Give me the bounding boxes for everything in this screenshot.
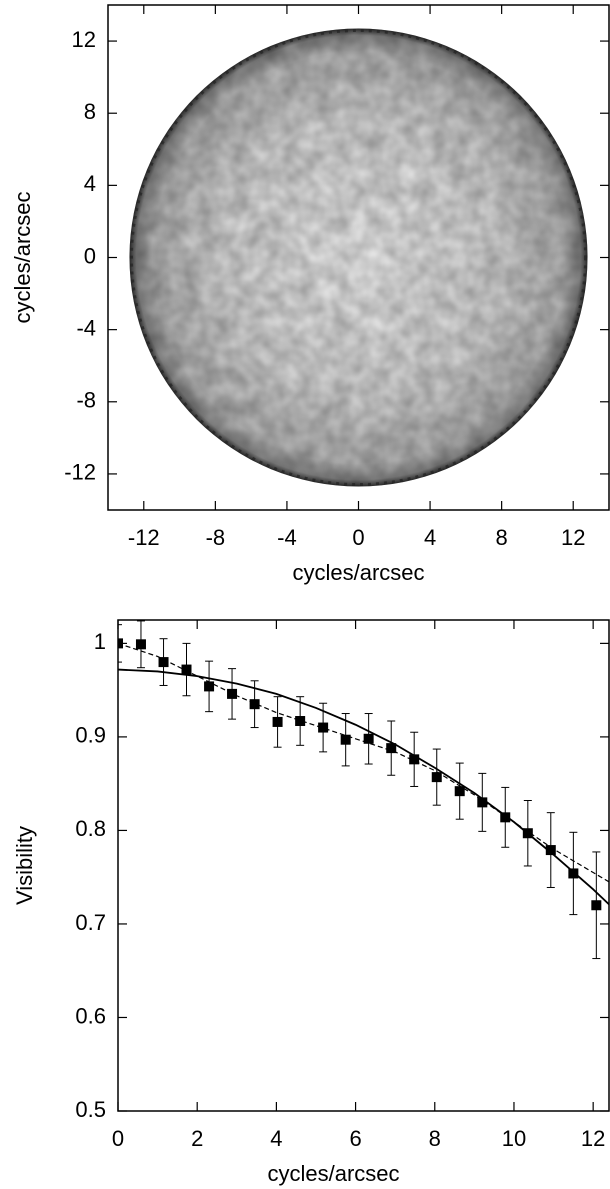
x-tick-label: -12	[128, 525, 160, 550]
panel: 0 2 4 6 8 10 12 0.5 0.6 0.7 0.8 0.9 1 cycles/arcsec Vi…	[12, 619, 610, 1186]
data-point	[409, 754, 420, 765]
uv-texture	[129, 28, 587, 486]
data-point	[295, 716, 306, 727]
x-tick-label: 10	[502, 1126, 526, 1151]
data-point	[318, 722, 329, 733]
y-tick-label: -4	[76, 315, 96, 340]
y-axis-label: Visibility	[12, 826, 37, 905]
data-point	[477, 797, 488, 808]
x-tick-label: -8	[206, 525, 226, 550]
y-tick-label: 0.5	[75, 1097, 106, 1122]
x-tick-label: 4	[424, 525, 436, 550]
plot-area	[129, 28, 588, 487]
x-tick-label: 8	[429, 1126, 441, 1151]
y-axis-label: cycles/arcsec	[10, 191, 35, 323]
y-tick-label: 0.9	[75, 723, 106, 748]
y-tick-label: 0.8	[75, 816, 106, 841]
error-bar	[118, 624, 122, 663]
x-tick-label: 0	[112, 1126, 124, 1151]
data-point	[363, 733, 374, 744]
data-point	[249, 699, 260, 710]
uv-edge	[129, 28, 588, 487]
data-point	[204, 681, 215, 692]
data-point	[454, 786, 465, 797]
model-curve	[118, 642, 609, 883]
y-tick-label: 4	[84, 171, 96, 196]
data-point	[500, 812, 511, 823]
data-point	[591, 900, 602, 911]
y-tick-label: 0.6	[75, 1003, 106, 1028]
x-tick-label: 8	[496, 525, 508, 550]
data-point	[158, 657, 169, 668]
data-point	[135, 639, 146, 650]
x-tick-label: -4	[277, 525, 297, 550]
data-point	[340, 734, 351, 745]
x-tick-label: 4	[270, 1126, 282, 1151]
y-tick-label: 0.7	[75, 910, 106, 935]
data-point	[272, 716, 283, 727]
y-tick-label: 1	[94, 629, 106, 654]
x-tick-label: 6	[349, 1126, 361, 1151]
model-curve	[118, 668, 609, 905]
y-tick-label: -12	[64, 460, 96, 485]
x-tick-label: 0	[352, 525, 364, 550]
data-point	[227, 688, 238, 699]
data-point	[431, 772, 442, 783]
data-point	[568, 868, 579, 879]
x-tick-label: 12	[581, 1126, 605, 1151]
y-tick-label: 12	[72, 27, 96, 52]
data-point	[181, 664, 192, 675]
plot-area	[118, 620, 609, 960]
panel: -12 -8 -4 0 4 8 12 -12 -8 -4 0 4 8 12 cycles/arcsec cyc…	[10, 4, 610, 585]
y-tick-label: 8	[84, 99, 96, 124]
plot-frame	[117, 619, 610, 1112]
y-tick-label: -8	[76, 388, 96, 413]
y-tick-label: 0	[84, 243, 96, 268]
x-tick-label: 2	[191, 1126, 203, 1151]
data-point	[386, 743, 397, 754]
data-point	[545, 845, 556, 856]
x-tick-label: 12	[561, 525, 585, 550]
x-axis-label: cycles/arcsec	[267, 1161, 399, 1186]
x-axis-label: cycles/arcsec	[292, 560, 424, 585]
